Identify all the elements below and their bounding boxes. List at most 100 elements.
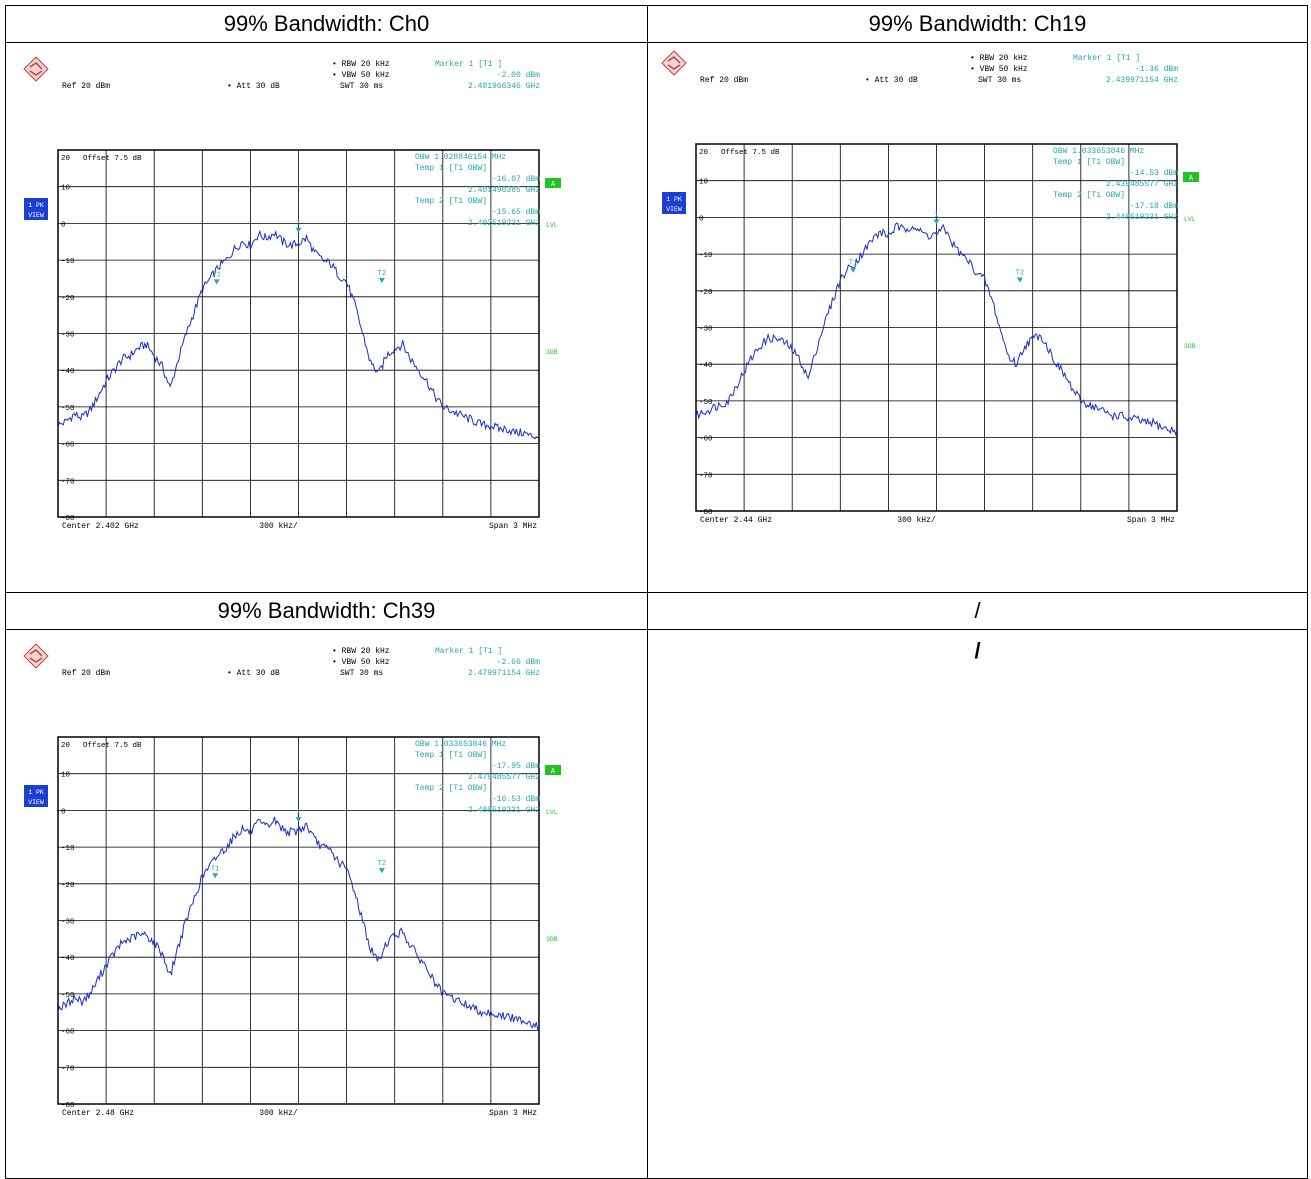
y-tick-label: -80 bbox=[61, 515, 75, 523]
y-tick-label: -70 bbox=[61, 478, 75, 486]
offset-label: Offset 7.5 dB bbox=[83, 742, 142, 750]
badge-pk-label: 1 PK bbox=[666, 196, 682, 203]
marker-label: T2 bbox=[1016, 269, 1024, 277]
marker-readout: -15.65 dBm bbox=[492, 208, 540, 217]
y-tick-label: -40 bbox=[61, 368, 75, 376]
marker-readout: 2.439971154 GHz bbox=[1106, 76, 1178, 85]
header-ch0: 99% Bandwidth: Ch0 bbox=[5, 5, 648, 43]
swt-label: SWT 30 ms bbox=[978, 76, 1021, 85]
header-ch19: 99% Bandwidth: Ch19 bbox=[647, 5, 1308, 43]
badge-view-label: VIEW bbox=[28, 212, 44, 219]
marker-readout: Temp 1 [T1 OBW] bbox=[415, 751, 487, 760]
spectrum-trace bbox=[57, 816, 540, 1032]
vbw-label: • VBW 50 kHz bbox=[970, 65, 1028, 74]
marker-triangle-icon bbox=[295, 817, 302, 823]
lvl-label: LVL bbox=[546, 809, 558, 816]
marker-readout: Temp 2 [T1 OBW] bbox=[415, 197, 487, 206]
marker-readout: -17.18 dBm bbox=[1130, 202, 1178, 211]
header-ch39: 99% Bandwidth: Ch39 bbox=[5, 592, 648, 630]
y-tick-label: -30 bbox=[61, 332, 75, 340]
y-tick-label: -60 bbox=[61, 1029, 75, 1037]
swt-label: SWT 30 ms bbox=[340, 82, 383, 91]
marker-label: 1 bbox=[296, 809, 300, 817]
lvl-label: LVL bbox=[546, 222, 558, 229]
plot-cell-ch19: • RBW 20 kHz • VBW 50 kHz SWT 30 ms Ref 20 … bbox=[647, 42, 1308, 593]
center-label: Center 2.48 GHz bbox=[62, 1109, 134, 1118]
marker-readout: -17.95 dBm bbox=[492, 762, 540, 771]
marker-readout: 2.479971154 GHz bbox=[468, 669, 540, 678]
y-tick-label: -50 bbox=[61, 405, 75, 413]
offset-label: Offset 7.5 dB bbox=[83, 155, 142, 163]
marker-readout: 2.479485577 GHz bbox=[468, 773, 540, 782]
spectrum-chart: • RBW 20 kHz • VBW 50 kHz SWT 30 ms Ref 20 … bbox=[661, 50, 1199, 525]
y-tick-label: -20 bbox=[699, 289, 713, 297]
badge-view-label: VIEW bbox=[28, 799, 44, 806]
marker-readout: OBW 1.028846154 MHz bbox=[415, 153, 506, 162]
lvl-label: LVL bbox=[1184, 216, 1196, 223]
marker-triangle-icon bbox=[378, 868, 385, 874]
marker-triangle-icon bbox=[933, 219, 940, 225]
y-tick-label: -50 bbox=[61, 992, 75, 1000]
span-label: Span 3 MHz bbox=[1127, 516, 1175, 525]
marker-readout: 2.402519231 GHz bbox=[468, 219, 540, 228]
marker-readout: 2.401490385 GHz bbox=[468, 186, 540, 195]
att-label: • Att 30 dB bbox=[865, 76, 918, 85]
badge-pk-label: 1 PK bbox=[28, 202, 44, 209]
vbw-label: • VBW 50 kHz bbox=[332, 71, 390, 80]
ref-label: Ref 20 dBm bbox=[62, 669, 110, 678]
marker-triangle-icon bbox=[1016, 277, 1023, 283]
marker-readout: Temp 1 [T1 OBW] bbox=[1053, 158, 1125, 167]
marker-triangle-icon bbox=[850, 267, 857, 273]
marker-triangle-icon bbox=[212, 873, 219, 879]
marker-readout: -2.66 dBm bbox=[497, 658, 540, 667]
div-label: 300 kHz/ bbox=[259, 522, 298, 531]
center-label: Center 2.402 GHz bbox=[62, 522, 139, 531]
div-label: 300 kHz/ bbox=[259, 1109, 298, 1118]
marker-readout: -16.07 dBm bbox=[492, 175, 540, 184]
marker-readout: -1.36 dBm bbox=[1135, 65, 1178, 74]
spectrum-trace bbox=[695, 222, 1178, 437]
y-tick-label: -80 bbox=[699, 509, 713, 517]
marker-label: T1 bbox=[849, 260, 857, 268]
div-label: 300 kHz/ bbox=[897, 516, 936, 525]
badge-a bbox=[545, 178, 561, 188]
badge-a-label: A bbox=[1189, 175, 1194, 183]
spectrum-chart: • RBW 20 kHz • VBW 50 kHz SWT 30 ms Ref 20 … bbox=[23, 56, 561, 531]
rbw-label: • RBW 20 kHz bbox=[332, 647, 390, 656]
marker-readout: Temp 2 [T1 OBW] bbox=[415, 784, 487, 793]
marker-label: 1 bbox=[296, 220, 300, 228]
att-label: • Att 30 dB bbox=[227, 82, 280, 91]
marker-label: T1 bbox=[211, 865, 219, 873]
badge-view-label: VIEW bbox=[666, 206, 682, 213]
top-ref-label: 20 bbox=[699, 149, 709, 157]
vbw-label: • VBW 50 kHz bbox=[332, 658, 390, 667]
y-tick-label: -70 bbox=[699, 472, 713, 480]
y-tick-label: 10 bbox=[61, 185, 71, 193]
marker-triangle-icon bbox=[213, 279, 220, 285]
badge-a-label: A bbox=[551, 768, 556, 776]
badge-a bbox=[545, 765, 561, 775]
empty-cell: / bbox=[647, 629, 1308, 1179]
sdb-label: 3DB bbox=[546, 936, 558, 943]
y-tick-label: -20 bbox=[61, 295, 75, 303]
trace-mode-badge bbox=[24, 198, 48, 220]
marker-readout: 2.440519231 GHz bbox=[1106, 213, 1178, 222]
rs-logo-icon bbox=[661, 50, 687, 76]
span-label: Span 3 MHz bbox=[489, 522, 537, 531]
marker-readout: 2.439485577 GHz bbox=[1106, 180, 1178, 189]
swt-label: SWT 30 ms bbox=[340, 669, 383, 678]
center-label: Center 2.44 GHz bbox=[700, 516, 772, 525]
y-tick-label: 10 bbox=[61, 772, 71, 780]
spectrum-chart: • RBW 20 kHz • VBW 50 kHz SWT 30 ms Ref 20 … bbox=[23, 643, 561, 1118]
marker-readout: OBW 1.033653846 MHz bbox=[1053, 147, 1144, 156]
y-tick-label: -40 bbox=[61, 955, 75, 963]
y-tick-label: -10 bbox=[61, 258, 75, 266]
ref-label: Ref 20 dBm bbox=[62, 82, 110, 91]
badge-pk-label: 1 PK bbox=[28, 789, 44, 796]
y-tick-label: -40 bbox=[699, 362, 713, 370]
badge-a bbox=[1183, 172, 1199, 182]
marker-readout: -14.53 dBm bbox=[1130, 169, 1178, 178]
marker-label: T1 bbox=[213, 271, 221, 279]
y-tick-label: -80 bbox=[61, 1102, 75, 1110]
y-tick-label: -30 bbox=[61, 919, 75, 927]
